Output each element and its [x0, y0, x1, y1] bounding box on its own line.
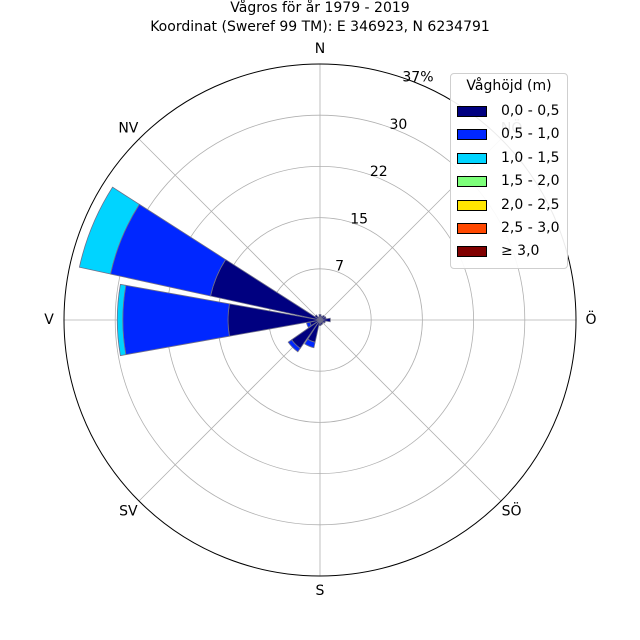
radial-tick-label: 22: [370, 164, 388, 180]
radial-tick-label: 30: [389, 117, 407, 133]
polar-frame: [63, 63, 577, 577]
grid-spoke: [138, 138, 321, 321]
direction-label: SV: [119, 504, 138, 520]
legend-label: 0,5 - 1,0: [501, 126, 560, 143]
rose-bars: [78, 186, 331, 357]
radial-tick-label: 15: [350, 211, 368, 227]
rose-bar-segment: [306, 321, 312, 329]
polar-grid: [64, 64, 576, 576]
legend-label: 0,0 - 0,5: [501, 103, 560, 119]
grid-spoke: [319, 319, 502, 502]
rose-bar-segment: [317, 316, 321, 321]
legend-label: 1,5 - 2,0: [501, 173, 560, 190]
legend-swatch: [457, 246, 487, 258]
chart-subtitle: Koordinat (Sweref 99 TM): E 346923, N 62…: [150, 19, 490, 35]
radial-tick-label: 37%: [402, 69, 433, 85]
direction-label: NV: [118, 120, 138, 136]
direction-label: N: [315, 41, 325, 57]
rose-bar-segment: [116, 283, 127, 357]
legend-swatch: [457, 199, 487, 211]
rose-bar-segment: [78, 186, 140, 275]
direction-label: V: [44, 312, 54, 328]
legend-label: 2,0 - 2,5: [501, 196, 560, 213]
legend-swatch: [457, 176, 487, 188]
grid-spoke: [138, 319, 321, 502]
legend-label: 2,5 - 3,0: [501, 220, 560, 236]
direction-label: Ö: [585, 310, 596, 328]
direction-label: S: [316, 583, 325, 599]
legend-label: ≥ 3,0: [501, 243, 540, 260]
legend-swatch: [457, 223, 487, 234]
legend-swatch: [457, 106, 487, 117]
direction-label: SÖ: [502, 502, 522, 520]
legend-label: 1,0 - 1,5: [501, 149, 560, 166]
radial-tick-label: 7: [335, 259, 344, 275]
legend-swatch: [457, 129, 487, 141]
legend-swatch: [457, 152, 487, 164]
legend: Våghöjd (m) 0,0 - 0,5 0,5 - 1,0 1,0 - 1,5 1…: [450, 73, 568, 269]
axis-labels: NNÖÖSÖSSVVNV715223037%: [44, 41, 596, 599]
chart-title: Vågros för år 1979 - 2019: [230, 0, 410, 16]
rose-bar-segment: [287, 339, 301, 353]
legend-title: Våghöjd (m): [466, 78, 552, 94]
rose-bar-segment: [304, 338, 316, 349]
outer-circle: [63, 63, 577, 577]
rose-bar-segment: [319, 317, 331, 323]
rose-bar-segment: [318, 314, 322, 321]
